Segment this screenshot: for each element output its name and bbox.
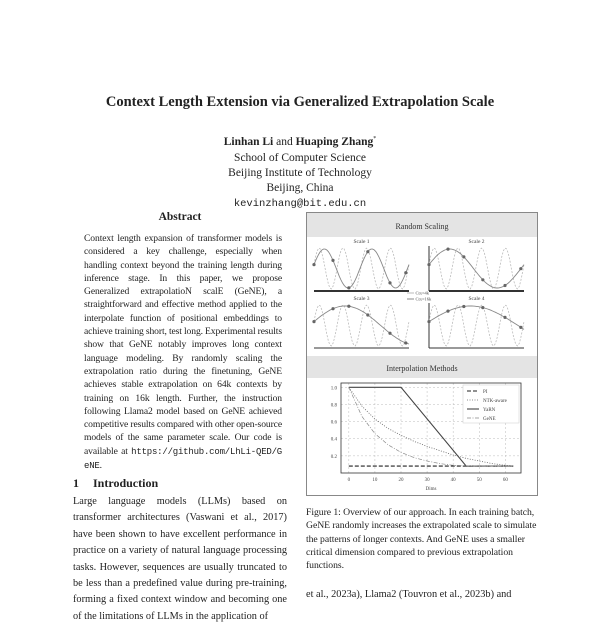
figure-1: Random Scaling Scale 1 Scale 2 Scale 3 Scal…: [306, 212, 538, 496]
author-and: and: [276, 136, 293, 148]
sample-point: [331, 258, 335, 263]
sample-point: [331, 307, 335, 311]
sample-point: [503, 283, 507, 288]
sample-point: [481, 306, 485, 310]
panel-title-interpolation: Interpolation Methods: [386, 364, 457, 373]
scaled-wave: [428, 305, 525, 330]
x-tick-label: 10: [372, 478, 378, 483]
legend-box: [462, 384, 520, 424]
section-heading-introduction: 1 Introduction: [73, 476, 172, 491]
sample-point: [404, 341, 408, 345]
sample-point: [503, 315, 507, 320]
series-line-ntk-aware: [348, 387, 514, 467]
author-email[interactable]: kevinzhang@bit.edu.cn: [233, 198, 367, 210]
sample-point: [388, 331, 392, 335]
sample-point: [366, 313, 370, 317]
author-2: Huaping Zhang: [295, 136, 374, 148]
scale-title: Scale 1: [353, 239, 369, 245]
x-tick-label: 0: [348, 478, 351, 483]
x-tick-label: 60: [503, 478, 509, 483]
figure-caption: Figure 1: Overview of our approach. In e…: [306, 507, 537, 572]
high-frequency-wave: [313, 247, 410, 290]
affiliation-school: School of Computer Science: [234, 152, 366, 164]
introduction-text: Large language models (LLMs) based on tr…: [73, 496, 287, 622]
plot-frame: [340, 382, 522, 474]
authors: Linhan Li and Huaping Zhang*: [0, 136, 600, 148]
legend-label: NTK-aware: [483, 399, 508, 404]
x-tick-label: 20: [399, 478, 405, 483]
corresponding-mark: *: [373, 136, 377, 143]
sample-point: [446, 309, 450, 313]
panel-header-interpolation: [307, 356, 537, 378]
abstract-end: .: [99, 460, 102, 472]
panel-header-random-scaling: [307, 213, 537, 237]
series-line-gene: [348, 387, 514, 467]
y-tick-label: 0.8: [331, 403, 338, 408]
scaled-wave: [428, 248, 525, 289]
high-frequency-wave: [428, 247, 525, 290]
affiliation-location: Beijing, China: [266, 182, 334, 194]
sample-point: [404, 271, 408, 275]
sample-point: [427, 320, 431, 324]
right-column-continuation: et al., 2023a), Llama2 (Touvron et al., …: [306, 589, 512, 600]
sample-point: [347, 304, 351, 308]
sample-point: [366, 250, 370, 254]
sample-point: [481, 278, 485, 282]
y-tick-label: 0.4: [331, 438, 338, 443]
legend-label: GeNE: [483, 417, 496, 422]
code-link[interactable]: https://github.com/LhLi-QED/GeNE: [84, 446, 282, 472]
section-number: 1: [73, 476, 79, 490]
y-tick-label: 0.6: [331, 421, 338, 426]
scale-title: Scale 3: [353, 296, 369, 302]
abstract-body: Context length expansion of transformer …: [84, 233, 282, 457]
legend-label: PI: [483, 390, 488, 395]
scaled-wave: [313, 248, 410, 289]
sample-point: [312, 320, 316, 324]
panel-title-random-scaling: Random Scaling: [395, 222, 448, 231]
abstract-heading: Abstract: [158, 211, 202, 223]
x-tick-label: 30: [425, 478, 431, 483]
legend-label: YaRN: [483, 408, 496, 413]
y-tick-label: 0.2: [331, 455, 338, 460]
legend-label: Ctx=16k: [416, 297, 433, 302]
figure-graphic: Random Scaling Scale 1 Scale 2 Scale 3 Scal…: [307, 213, 537, 492]
scale-title: Scale 4: [468, 296, 484, 302]
section-title: Introduction: [93, 476, 159, 490]
abstract-text: Context length expansion of transformer …: [84, 232, 282, 473]
sample-point: [462, 255, 466, 259]
sample-point: [519, 325, 523, 329]
high-frequency-wave: [313, 304, 410, 347]
paper-title: Context Length Extension via Generalized…: [105, 94, 495, 110]
sample-point: [427, 263, 431, 267]
x-tick-label: 50: [477, 478, 483, 483]
scaled-wave: [313, 305, 410, 345]
high-frequency-wave: [428, 304, 525, 347]
sample-point: [519, 267, 523, 271]
sample-point: [312, 263, 316, 267]
affiliation-institute: Beijing Institute of Technology: [228, 167, 372, 179]
sample-point: [446, 247, 450, 251]
sample-point: [462, 304, 466, 309]
x-tick-label: 40: [451, 478, 457, 483]
legend-label: Ctx=4k: [416, 291, 430, 296]
author-1: Linhan Li: [223, 136, 274, 148]
x-axis-label: Dims: [426, 487, 437, 492]
sample-point: [347, 286, 351, 290]
scale-title: Scale 2: [468, 239, 484, 245]
y-tick-label: 1.0: [331, 386, 338, 391]
sample-point: [388, 281, 392, 285]
